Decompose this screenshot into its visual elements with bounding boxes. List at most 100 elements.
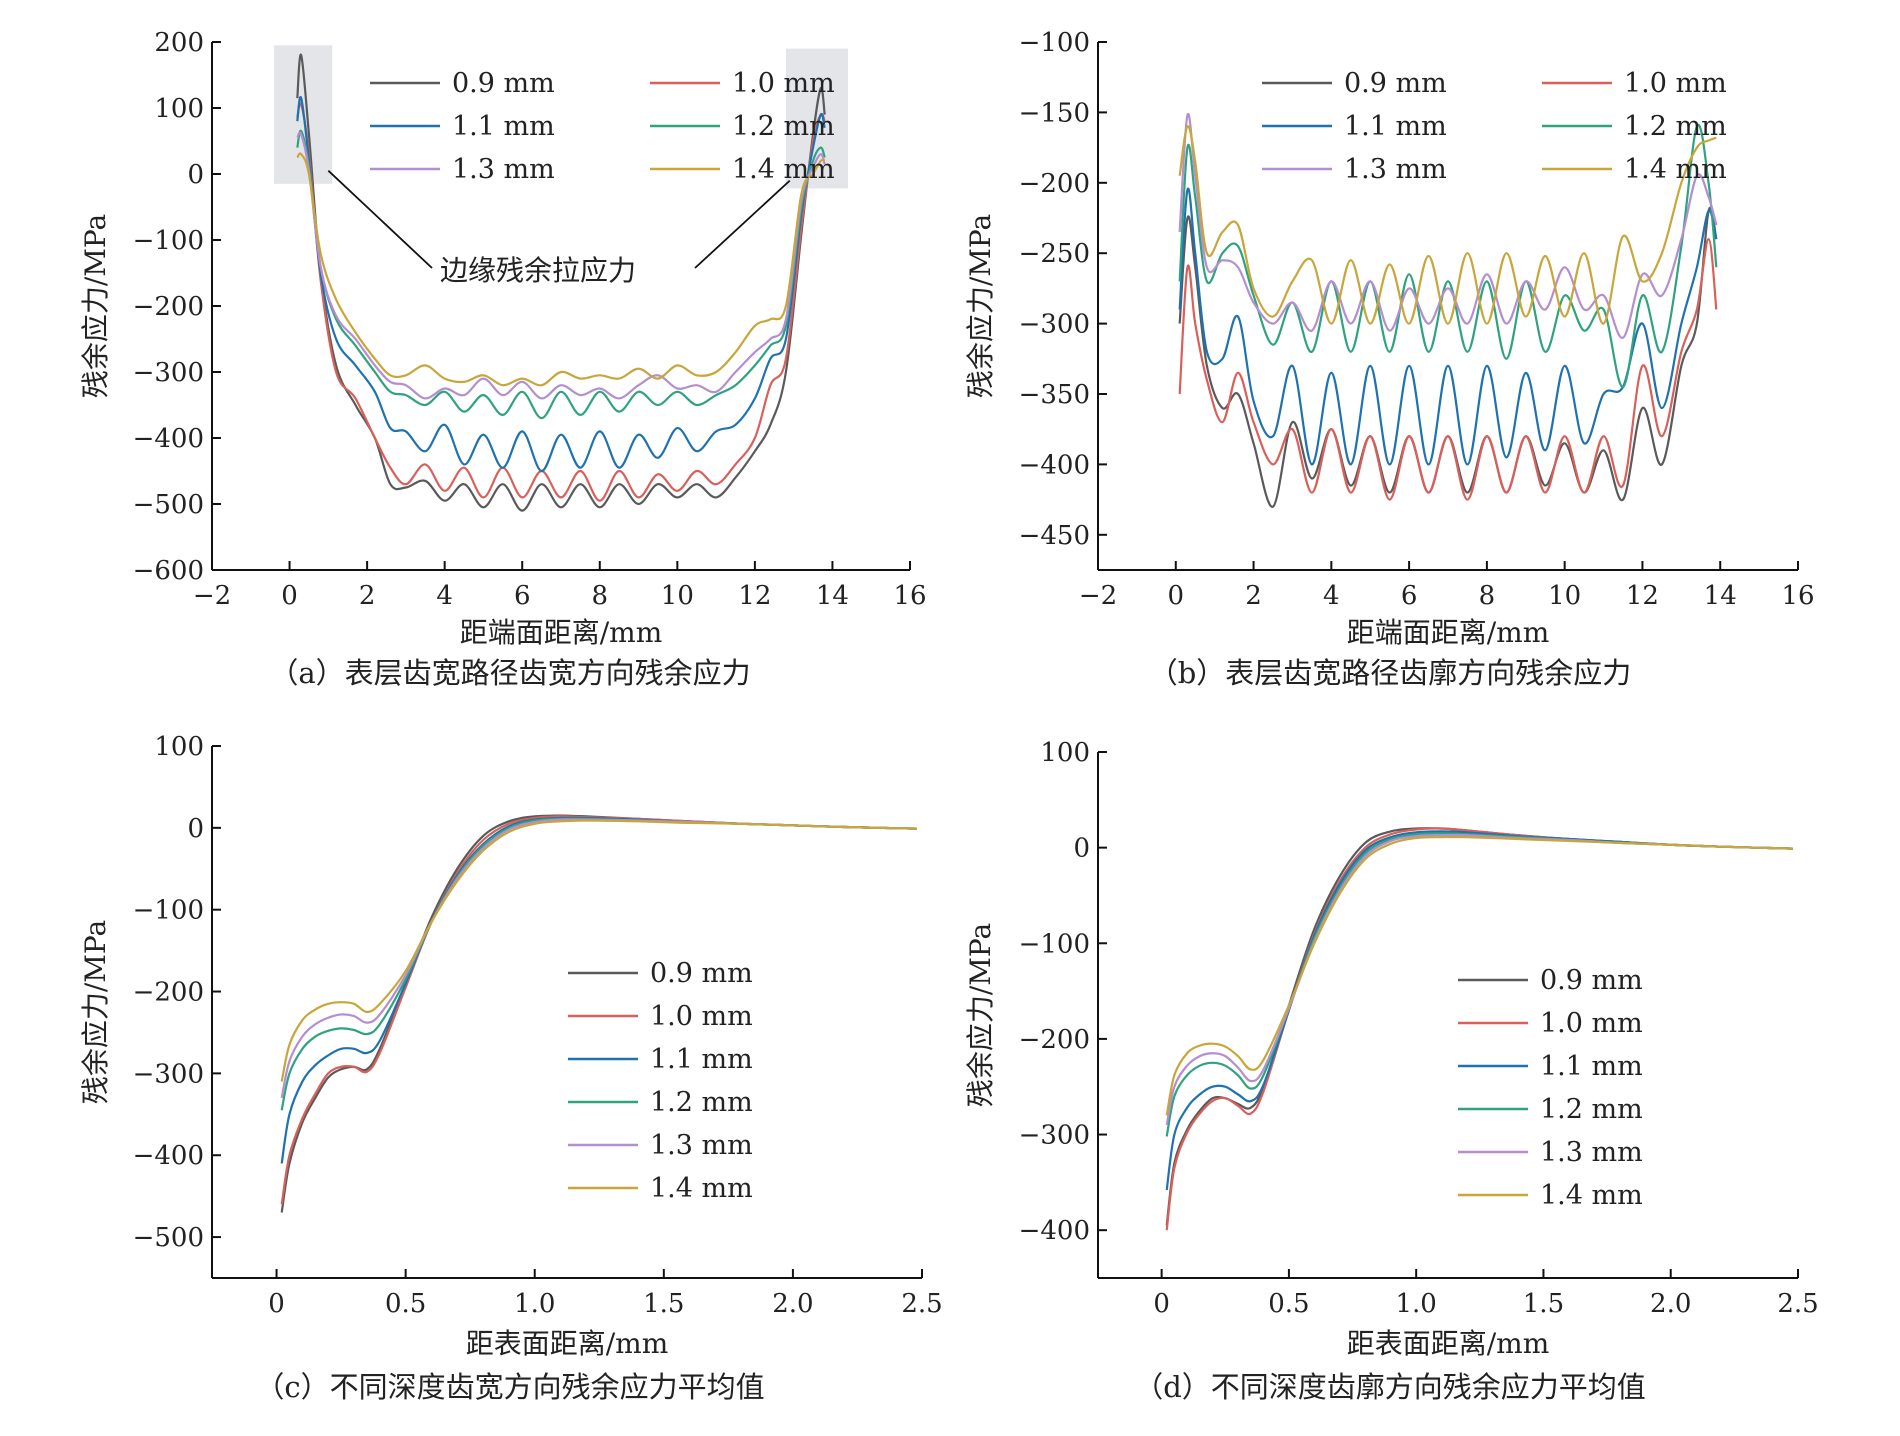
y-axis-label: 残余应力/MPa — [964, 214, 997, 398]
y-tick-label: −100 — [1019, 929, 1090, 959]
x-tick-label: 14 — [816, 581, 849, 611]
x-tick-label: 4 — [1323, 581, 1340, 611]
y-tick-label: −200 — [1019, 169, 1090, 199]
x-tick-label: 16 — [893, 581, 926, 611]
x-tick-label: 2 — [1245, 581, 1262, 611]
x-tick-label: 0 — [281, 581, 298, 611]
series-line-0_9mm — [1165, 827, 1793, 1226]
y-tick-label: 100 — [154, 94, 204, 124]
y-tick-label: 0 — [1073, 834, 1090, 864]
x-tick-label: 10 — [1548, 581, 1581, 611]
series-line-1_2mm — [280, 817, 917, 1111]
x-tick-label: 0.5 — [1268, 1289, 1309, 1319]
y-tick-label: −400 — [1019, 450, 1090, 480]
y-tick-label: −300 — [1019, 310, 1090, 340]
x-tick-label: 12 — [738, 581, 771, 611]
chart-caption: （c）不同深度齿宽方向残余应力平均值 — [255, 1370, 764, 1404]
x-tick-label: 8 — [1479, 581, 1496, 611]
y-axis-label: 残余应力/MPa — [79, 214, 112, 398]
x-axis-label: 距端面距离/mm — [460, 616, 663, 649]
chart-caption: （b）表层齿宽路径齿廓方向残余应力 — [1149, 656, 1632, 690]
x-tick-label: 0 — [1168, 581, 1185, 611]
x-tick-label: 2.5 — [1777, 1289, 1818, 1319]
y-tick-label: 200 — [154, 28, 204, 58]
y-axis-label: 残余应力/MPa — [964, 923, 997, 1107]
legend-label: 1.1 mm — [452, 111, 555, 142]
x-tick-label: 0 — [268, 1289, 285, 1319]
x-tick-label: 1.5 — [643, 1289, 684, 1319]
x-tick-label: 16 — [1781, 581, 1814, 611]
x-tick-label: −2 — [193, 581, 231, 611]
series-line-1_1mm — [1165, 830, 1793, 1191]
y-tick-label: −300 — [1019, 1121, 1090, 1151]
series-line-1_1mm — [296, 95, 826, 473]
series-line-1_4mm — [1178, 125, 1717, 325]
x-tick-label: 10 — [661, 581, 694, 611]
legend-label: 1.3 mm — [650, 1130, 753, 1161]
series-line-1_1mm — [280, 816, 917, 1164]
y-tick-label: −100 — [133, 896, 204, 926]
y-tick-label: −150 — [1019, 98, 1090, 128]
series-group — [1178, 112, 1718, 508]
y-tick-label: 100 — [1040, 738, 1090, 768]
series-group — [296, 53, 826, 512]
x-tick-label: 2.5 — [901, 1289, 942, 1319]
legend-label: 1.0 mm — [1540, 1008, 1643, 1039]
series-line-1_4mm — [280, 819, 917, 1082]
y-tick-label: −300 — [133, 358, 204, 388]
annotation-leader-left — [327, 170, 433, 269]
series-line-1_2mm — [1178, 123, 1718, 389]
x-tick-label: 0 — [1153, 1289, 1170, 1319]
y-tick-label: −450 — [1019, 521, 1090, 551]
legend-label: 0.9 mm — [1540, 965, 1643, 996]
x-tick-label: 14 — [1704, 581, 1737, 611]
y-tick-label: 0 — [187, 160, 204, 190]
legend-label: 1.2 mm — [732, 111, 835, 142]
chart-c: −500 −400 −300 −200 −100 0 100 0 0.5 1.0 1.5 2.0 2.5… — [79, 732, 943, 1404]
chart-b: −450 −400 −350 −300 −250 −200 −150 −100 −2 0 2 4 6 8 1… — [964, 28, 1815, 690]
x-tick-label: 8 — [592, 581, 609, 611]
x-tick-label: 2 — [359, 581, 376, 611]
legend-label: 0.9 mm — [650, 958, 753, 989]
legend-label: 1.0 mm — [732, 68, 835, 99]
y-tick-label: −350 — [1019, 380, 1090, 410]
y-tick-label: −400 — [1019, 1216, 1090, 1246]
y-tick-label: −200 — [133, 978, 204, 1008]
y-tick-label: −200 — [1019, 1025, 1090, 1055]
series-group — [1165, 827, 1793, 1231]
x-tick-label: 2.0 — [772, 1289, 813, 1319]
annotation-text: 边缘残余拉应力 — [440, 254, 636, 287]
y-tick-label: −400 — [133, 424, 204, 454]
legend-label: 1.1 mm — [1344, 111, 1447, 142]
series-group — [280, 814, 917, 1213]
chart-caption: （d）不同深度齿廓方向残余应力平均值 — [1134, 1370, 1646, 1404]
series-line-0_9mm — [1178, 206, 1718, 508]
x-tick-label: 1.0 — [1396, 1289, 1437, 1319]
chart-caption: （a）表层齿宽路径齿宽方向残余应力 — [269, 656, 750, 690]
series-line-1_4mm — [1165, 835, 1793, 1116]
legend-label: 1.0 mm — [650, 1001, 753, 1032]
x-tick-label: 0.5 — [385, 1289, 426, 1319]
legend-label: 1.2 mm — [1624, 111, 1727, 142]
legend-label: 1.4 mm — [1540, 1180, 1643, 1211]
series-line-1_0mm — [296, 102, 826, 502]
x-axis-label: 距表面距离/mm — [1347, 1327, 1550, 1360]
legend-label: 1.0 mm — [1624, 68, 1727, 99]
x-tick-label: 6 — [514, 581, 531, 611]
y-tick-label: −250 — [1019, 239, 1090, 269]
series-line-1_3mm — [296, 131, 826, 400]
series-line-1_0mm — [1178, 238, 1718, 501]
x-tick-label: 4 — [436, 581, 453, 611]
x-axis-label: 距端面距离/mm — [1347, 616, 1550, 649]
x-tick-label: 1.5 — [1523, 1289, 1564, 1319]
chart-d: −400 −300 −200 −100 0 100 0 0.5 1.0 1.5 2.0 2.5 0.9 … — [964, 738, 1819, 1404]
legend-label: 1.3 mm — [452, 154, 555, 185]
legend-label: 1.1 mm — [650, 1044, 753, 1075]
legend-label: 1.4 mm — [650, 1173, 753, 1204]
y-tick-label: 100 — [154, 732, 204, 762]
legend-label: 1.2 mm — [1540, 1094, 1643, 1125]
x-tick-label: 12 — [1626, 581, 1659, 611]
y-tick-label: −400 — [133, 1141, 204, 1171]
y-tick-label: −500 — [133, 1223, 204, 1253]
